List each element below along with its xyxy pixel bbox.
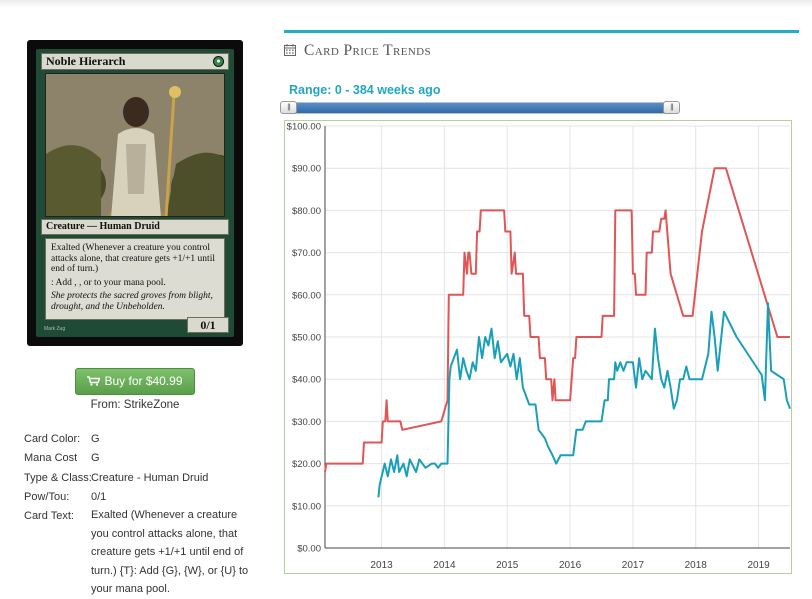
green-mana-icon: ● [213, 56, 224, 67]
y-tick-label: $20.00 [292, 459, 321, 470]
buy-button-label: Buy for $40.99 [104, 374, 183, 388]
card-face: Noble Hierarch ● Creature — Human Druid … [36, 49, 234, 337]
x-tick-label: 2015 [496, 560, 519, 571]
card-type-line: Creature — Human Druid [41, 219, 229, 235]
detail-value: G [91, 452, 100, 464]
y-tick-label: $40.00 [292, 375, 321, 386]
detail-value: 0/1 [91, 491, 107, 503]
card-name-bar: Noble Hierarch ● [41, 53, 229, 70]
card-art [45, 73, 225, 217]
cart-icon [87, 376, 101, 386]
card-artist: Mark Zug [44, 326, 66, 332]
slider-handle-left[interactable]: ||| [280, 101, 297, 114]
slider-grip-icon: ||| [287, 104, 291, 111]
x-tick-label: 2018 [685, 560, 708, 571]
slider-grip-icon: ||| [670, 104, 674, 111]
y-tick-label: $80.00 [292, 206, 321, 217]
y-tick-label: $90.00 [292, 164, 321, 175]
price-chart-frame [284, 120, 792, 574]
range-label: Range: 0 - 384 weeks ago [289, 83, 441, 97]
detail-label: Pow/Tou: [24, 491, 70, 503]
card-flavor-text: She protects the sacred groves from blig… [51, 291, 213, 312]
card-power-toughness: 0/1 [187, 317, 229, 333]
card-rules-mana: : Add , , or to your mana pool. [51, 277, 166, 288]
trends-title: Card Price Trends [304, 42, 432, 59]
detail-label: Type & Class: [24, 472, 92, 484]
price-chart: 2013 2014 2015 2016 2017 2018 2019 $0.00 $10.00 $… [287, 122, 791, 571]
y-tick-label: $60.00 [292, 290, 321, 301]
x-tick-label: 2016 [559, 560, 582, 571]
buy-button[interactable]: Buy for $40.99 [75, 368, 195, 395]
calendar-icon [284, 44, 296, 56]
price-series-line-1 [324, 167, 790, 473]
card-rules-box: Exalted (Whenever a creature you control… [45, 238, 225, 320]
seller-label: From: StrikeZone [90, 399, 180, 411]
x-tick-label: 2019 [747, 560, 770, 571]
section-divider [284, 30, 799, 33]
card-name: Noble Hierarch [46, 54, 126, 68]
y-tick-label: $0.00 [297, 544, 321, 555]
price-series-line-2 [377, 302, 791, 498]
detail-value: Creature - Human Druid [91, 472, 209, 484]
detail-label: Card Color: [24, 433, 81, 445]
detail-label: Card Text: [24, 510, 74, 522]
y-tick-label: $70.00 [292, 248, 321, 259]
x-tick-label: 2017 [622, 560, 645, 571]
detail-label: Mana Cost [24, 452, 78, 464]
y-tick-label: $50.00 [292, 333, 321, 344]
range-slider-fill [290, 103, 668, 113]
card-image: Noble Hierarch ● Creature — Human Druid … [27, 40, 243, 346]
detail-value: Exalted (Whenever a creature you control… [91, 509, 249, 595]
y-tick-label: $30.00 [292, 417, 321, 428]
y-tick-label: $10.00 [292, 501, 321, 512]
x-tick-label: 2014 [433, 560, 456, 571]
detail-value: G [91, 433, 100, 445]
x-tick-label: 2013 [370, 560, 393, 571]
top-shadow [0, 0, 812, 8]
card-rules-exalted: Exalted (Whenever a creature you control… [51, 243, 215, 274]
slider-handle-right[interactable]: ||| [663, 101, 680, 114]
trends-heading: Card Price Trends [284, 42, 431, 60]
y-tick-label: $100.00 [287, 122, 321, 133]
